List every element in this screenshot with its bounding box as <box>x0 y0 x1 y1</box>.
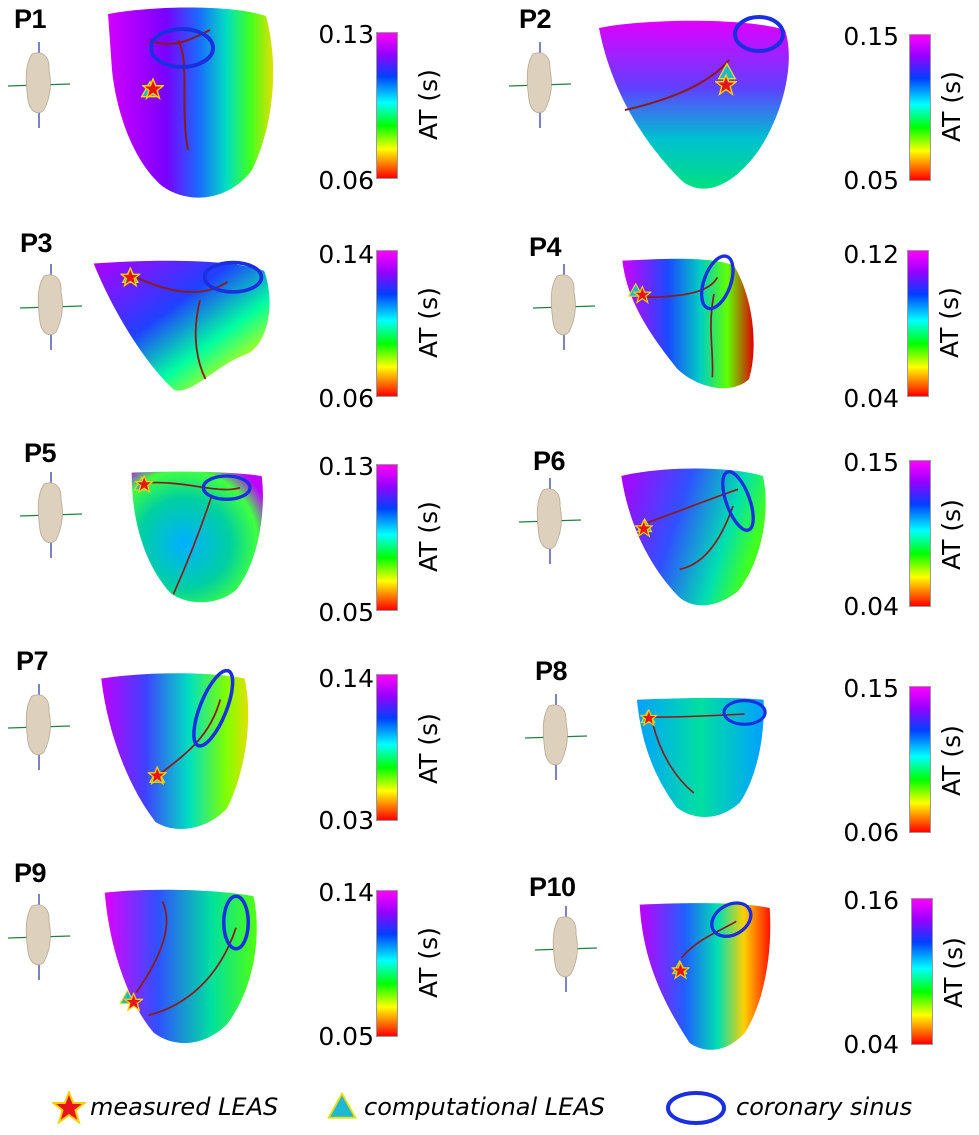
ellipse-icon <box>666 1091 726 1125</box>
colorbar-min: 0.06 <box>318 166 374 195</box>
colorbar <box>376 890 398 1037</box>
panel-label: P2 <box>519 4 552 34</box>
panel-label: P8 <box>535 656 568 686</box>
coronary-sinus-marker <box>149 27 215 69</box>
colorbar-max: 0.14 <box>318 664 374 693</box>
heart-activation-map <box>131 471 263 603</box>
colorbar-label: AT (s) <box>414 713 443 784</box>
colorbar-label: AT (s) <box>414 927 443 998</box>
colorbar-label: AT (s) <box>414 287 443 358</box>
colorbar-label: AT (s) <box>414 69 443 140</box>
torso-orientation-icon <box>525 692 587 782</box>
panel-p6: P6 0.15 0.04 AT (s) <box>489 430 978 642</box>
torso-orientation-icon <box>533 262 595 352</box>
panel-p5: P5 0.13 0.05 AT (s) <box>0 430 489 642</box>
panel-label: P5 <box>24 438 57 468</box>
colorbar-max: 0.13 <box>318 20 374 49</box>
panel-p3: P3 0.14 0.06 AT (s) <box>0 218 489 430</box>
star-icon <box>52 1091 86 1125</box>
colorbar-max: 0.14 <box>318 878 374 907</box>
colorbar-min: 0.05 <box>843 166 899 195</box>
colorbar <box>376 32 398 179</box>
torso-orientation-icon <box>8 682 70 772</box>
panel-label: P6 <box>533 446 566 476</box>
colorbar-min: 0.04 <box>843 1030 899 1059</box>
panel-p10: P10 0.16 0.04 AT (s) <box>489 862 978 1074</box>
heart-activation-map <box>104 889 257 1044</box>
panel-p9: P9 0.14 0.05 AT (s) <box>0 858 489 1074</box>
colorbar <box>909 34 931 181</box>
colorbar-label: AT (s) <box>939 937 968 1008</box>
panel-p1: P1 0.13 0.06 AT (s) <box>0 0 489 212</box>
panel-p7: P7 0.14 0.03 AT (s) <box>0 646 489 858</box>
colorbar-min: 0.03 <box>318 806 374 835</box>
colorbar-max: 0.15 <box>843 22 899 51</box>
legend: measured LEAS computational LEAS coronar… <box>0 1085 979 1135</box>
heart-activation-map <box>101 668 249 829</box>
coronary-sinus-marker <box>202 260 264 294</box>
colorbar-max: 0.14 <box>318 240 374 269</box>
heart-activation-map <box>599 15 789 189</box>
colorbar-label: AT (s) <box>937 71 966 142</box>
colorbar-max: 0.15 <box>843 674 899 703</box>
heart-activation-map <box>93 260 270 391</box>
colorbar-label: AT (s) <box>414 501 443 572</box>
panel-label: P9 <box>14 858 47 888</box>
colorbar <box>376 674 398 821</box>
heart-activation-map <box>622 254 754 389</box>
panel-label: P3 <box>20 228 53 258</box>
triangle-icon <box>327 1091 357 1119</box>
colorbar-max: 0.15 <box>843 448 899 477</box>
colorbar-max: 0.12 <box>843 240 899 269</box>
colorbar <box>907 250 929 397</box>
colorbar-min: 0.06 <box>318 384 374 413</box>
colorbar-min: 0.05 <box>318 1022 374 1051</box>
coronary-sinus-marker <box>710 901 753 938</box>
heart-activation-map <box>108 7 274 198</box>
coronary-sinus-marker <box>733 15 785 53</box>
colorbar-label: AT (s) <box>937 499 966 570</box>
panel-label: P4 <box>529 232 562 262</box>
colorbar <box>376 250 398 397</box>
coronary-sinus-marker <box>192 668 235 748</box>
coronary-sinus-marker <box>722 698 767 726</box>
colorbar-min: 0.04 <box>843 592 899 621</box>
panel-p4: P4 0.12 0.04 AT (s) <box>489 218 978 430</box>
coronary-sinus-marker <box>201 474 252 501</box>
colorbar-max: 0.13 <box>318 452 374 481</box>
coronary-sinus-marker <box>721 470 755 532</box>
heart-activation-map <box>639 901 771 1050</box>
colorbar-min: 0.06 <box>843 818 899 847</box>
colorbar <box>909 686 931 833</box>
heart-activation-map <box>636 697 767 818</box>
legend-sinus-label: coronary sinus <box>736 1093 913 1121</box>
torso-orientation-icon <box>8 40 70 130</box>
coronary-sinus-marker <box>699 254 735 311</box>
panel-label: P7 <box>16 646 49 676</box>
torso-orientation-icon <box>519 476 581 566</box>
colorbar <box>911 898 933 1045</box>
panel-p8: P8 0.15 0.06 AT (s) <box>489 646 978 858</box>
colorbar-min: 0.05 <box>318 598 374 627</box>
colorbar-max: 0.16 <box>843 886 899 915</box>
torso-orientation-icon <box>535 904 597 994</box>
colorbar <box>909 460 931 607</box>
torso-orientation-icon <box>20 470 82 560</box>
torso-orientation-icon <box>509 40 571 130</box>
torso-orientation-icon <box>20 262 82 352</box>
panel-p2: P2 0.15 0.05 AT (s) <box>489 0 978 212</box>
panel-label: P10 <box>529 872 576 902</box>
colorbar-min: 0.04 <box>843 384 899 413</box>
heart-activation-map <box>621 468 766 606</box>
legend-measured-label: measured LEAS <box>90 1093 279 1121</box>
legend-computational-label: computational LEAS <box>364 1093 605 1121</box>
coronary-sinus-marker <box>222 894 250 951</box>
colorbar <box>376 464 398 611</box>
colorbar-label: AT (s) <box>935 287 964 358</box>
torso-orientation-icon <box>8 892 70 982</box>
colorbar-label: AT (s) <box>937 725 966 796</box>
panel-label: P1 <box>14 4 47 34</box>
